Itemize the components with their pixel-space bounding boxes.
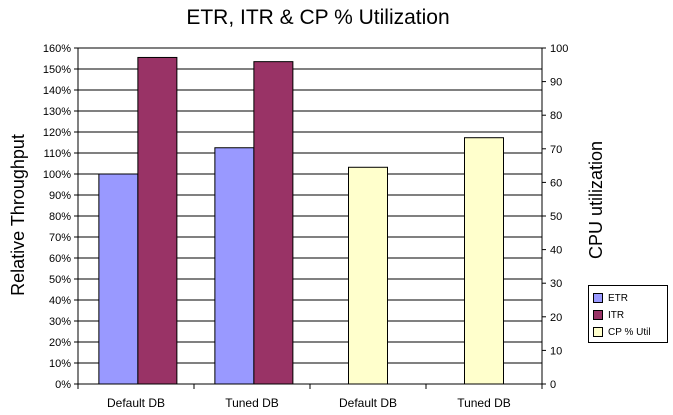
y-tick-label: 160% [43, 43, 71, 55]
y2-tick-label: 10 [550, 345, 562, 357]
legend-label: ITR [608, 309, 625, 321]
bar-itr [253, 61, 294, 385]
y2-tick-label: 100 [550, 43, 568, 55]
y-tick-label: 40% [49, 295, 71, 307]
chart-title: ETR, ITR & CP % Utilization [186, 6, 449, 29]
y-tick-label: 50% [49, 274, 71, 286]
y-tick-label: 110% [44, 148, 72, 160]
y-tick-label: 140% [43, 85, 71, 97]
x-ticks: Default DB Tuned DB Default DB Tuned DB [107, 396, 511, 410]
legend-item: ETR [593, 291, 628, 305]
bar-itr [137, 56, 178, 385]
x-tick-label: Tuned DB [457, 396, 511, 410]
y2-axis-label: CPU utilization [586, 141, 606, 259]
legend-swatch [593, 310, 603, 320]
x-tick-label: Default DB [339, 396, 397, 410]
legend-swatch [593, 327, 603, 337]
y-tick-label: 0% [55, 379, 71, 391]
y2-tick-label: 50 [550, 211, 562, 223]
y2-tick-label: 90 [550, 77, 562, 89]
y-tick-label: 90% [49, 190, 71, 202]
legend-item: CP % Util [593, 325, 651, 339]
legend-swatch [593, 293, 603, 303]
y2-tick-label: 30 [550, 278, 562, 290]
y2-tick-label: 0 [550, 379, 556, 391]
y2-tick-label: 80 [550, 110, 562, 122]
bar-etr [98, 173, 139, 385]
y-tick-label: 80% [49, 211, 71, 223]
x-tick-label: Tuned DB [225, 396, 279, 410]
y-tick-label: 100% [43, 169, 71, 181]
y-axis-label: Relative Throughput [8, 134, 28, 296]
x-tick-label: Default DB [107, 396, 165, 410]
legend-item: ITR [593, 308, 624, 322]
y-ticks-left: 0% 10% 20% 30% 40% 50% 60% 70% 80% 90% 100% 110% 120… [43, 43, 78, 391]
legend-label: ETR [608, 292, 628, 304]
y-tick-label: 120% [43, 127, 71, 139]
y-tick-label: 30% [49, 316, 71, 328]
y-ticks-right: 0 10 20 30 40 50 60 70 80 90 100 [542, 43, 568, 391]
y-tick-label: 70% [49, 232, 71, 244]
y-tick-label: 130% [43, 106, 71, 118]
legend: ETR ITR CP % Util [588, 285, 668, 343]
y-tick-label: 20% [49, 337, 71, 349]
y2-tick-label: 60 [550, 177, 562, 189]
y-tick-label: 150% [43, 64, 71, 76]
y-tick-label: 60% [49, 253, 71, 265]
y2-tick-label: 70 [550, 144, 562, 156]
y-tick-label: 10% [49, 358, 71, 370]
bar-etr [214, 147, 255, 385]
bar-cp-util [348, 166, 388, 385]
legend-label: CP % Util [608, 326, 651, 338]
bar-cp-util [464, 137, 504, 385]
y2-tick-label: 20 [550, 312, 562, 324]
y2-tick-label: 40 [550, 245, 562, 257]
bars [98, 56, 504, 385]
